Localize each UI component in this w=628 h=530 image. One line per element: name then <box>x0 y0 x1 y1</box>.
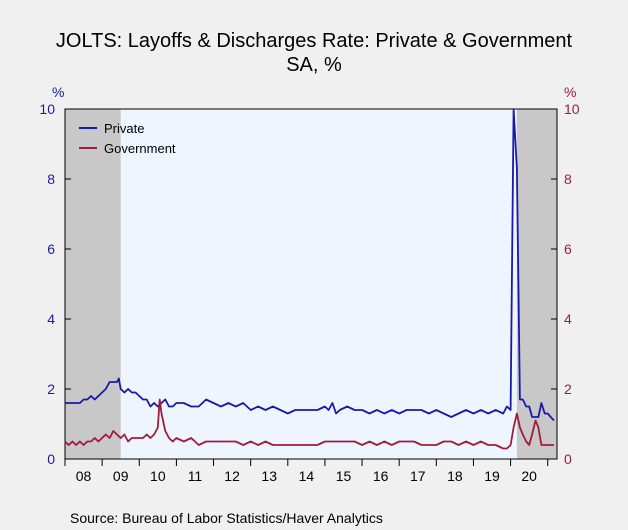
recession-band <box>516 109 557 459</box>
recession-band <box>65 109 121 459</box>
source-note: Source: Bureau of Labor Statistics/Haver… <box>70 510 383 526</box>
y-tick-label-left: 2 <box>47 381 55 397</box>
y-tick-label-left: 4 <box>47 311 55 327</box>
y-tick-label-right: 8 <box>564 171 572 187</box>
x-tick-label: 18 <box>447 468 463 484</box>
x-tick-label: 16 <box>373 468 389 484</box>
x-tick-label: 20 <box>521 468 537 484</box>
chart-subtitle: SA, % <box>286 54 342 76</box>
x-tick-label: 12 <box>224 468 240 484</box>
x-tick-label: 08 <box>76 468 92 484</box>
y-tick-label-left: 8 <box>47 171 55 187</box>
x-tick-label: 10 <box>150 468 166 484</box>
series-line-government <box>64 398 554 450</box>
x-tick-label: 17 <box>410 468 426 484</box>
x-tick-label: 14 <box>299 468 315 484</box>
y-tick-label-left: 10 <box>39 101 55 117</box>
legend-label: Government <box>104 141 176 156</box>
y-tick-label-right: 2 <box>564 381 572 397</box>
x-tick-label: 15 <box>336 468 352 484</box>
chart-title: JOLTS: Layoffs & Discharges Rate: Privat… <box>55 30 573 52</box>
y-tick-label-right: 10 <box>564 101 580 117</box>
left-axis-unit: % <box>52 84 65 100</box>
series-line-private <box>65 108 555 422</box>
y-tick-label-right: 0 <box>564 451 572 467</box>
x-tick-label: 13 <box>261 468 277 484</box>
plot-frame <box>64 108 558 460</box>
right-axis-unit: % <box>564 84 577 100</box>
x-tick-label: 19 <box>484 468 500 484</box>
y-tick-label-left: 6 <box>47 241 55 257</box>
legend-label: Private <box>104 121 144 136</box>
y-tick-label-left: 0 <box>47 451 55 467</box>
y-tick-label-right: 4 <box>564 311 572 327</box>
x-tick-label: 09 <box>113 468 129 484</box>
y-tick-label-right: 6 <box>564 241 572 257</box>
x-tick-label: 11 <box>188 468 203 484</box>
plot-background <box>65 109 557 459</box>
